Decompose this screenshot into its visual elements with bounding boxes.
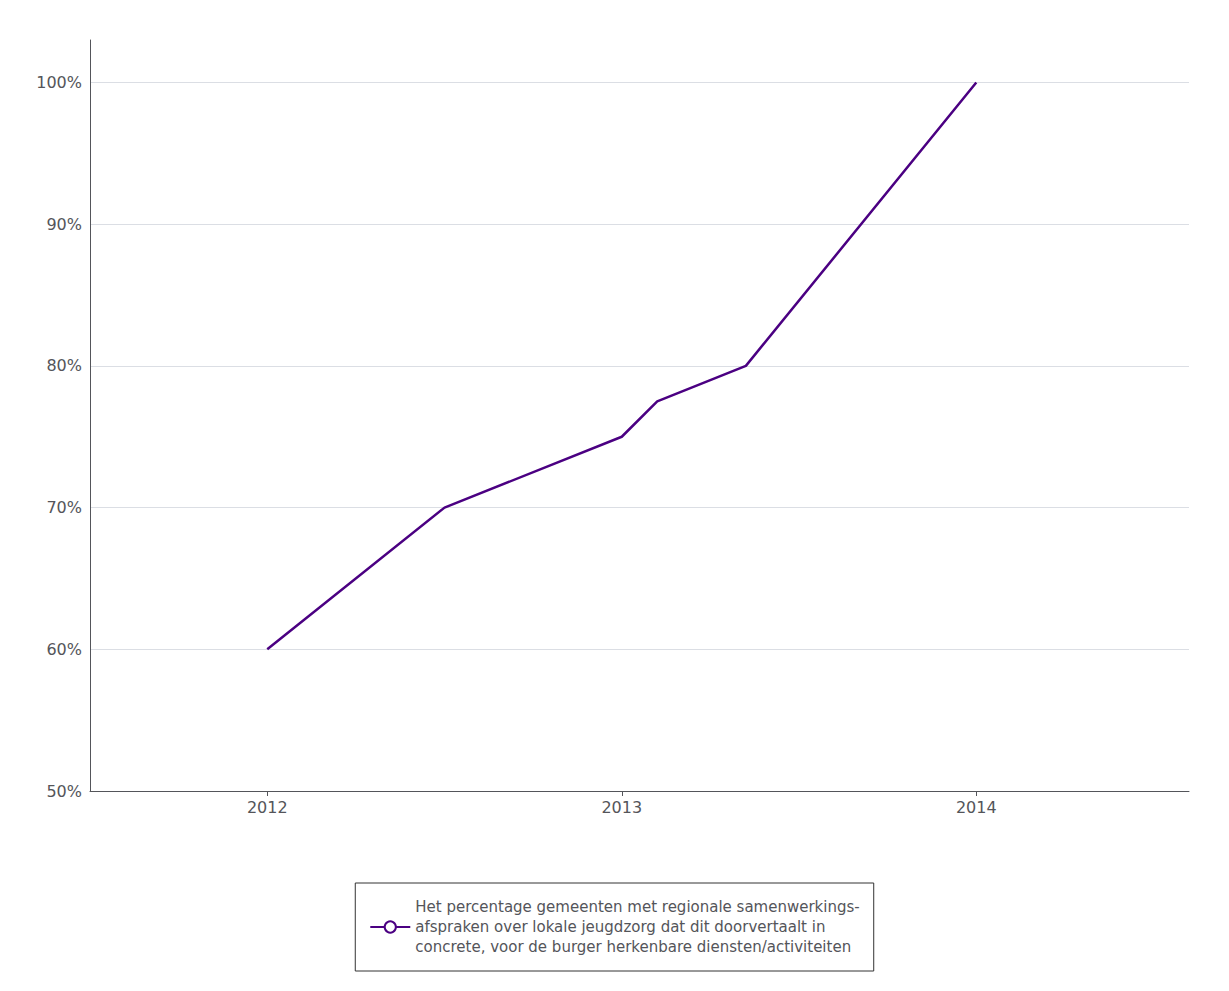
svg-text:80%: 80% bbox=[46, 356, 82, 375]
svg-text:concrete, voor de burger herke: concrete, voor de burger herkenbare dien… bbox=[415, 938, 851, 956]
svg-text:90%: 90% bbox=[46, 215, 82, 234]
svg-text:2014: 2014 bbox=[956, 798, 997, 817]
svg-text:afspraken over lokale jeugdzor: afspraken over lokale jeugdzorg dat dit … bbox=[415, 918, 825, 936]
svg-text:2012: 2012 bbox=[247, 798, 288, 817]
svg-text:100%: 100% bbox=[36, 73, 82, 92]
svg-text:50%: 50% bbox=[46, 782, 82, 801]
svg-text:2013: 2013 bbox=[601, 798, 642, 817]
svg-text:70%: 70% bbox=[46, 498, 82, 517]
svg-text:60%: 60% bbox=[46, 640, 82, 659]
svg-text:Het percentage gemeenten met r: Het percentage gemeenten met regionale s… bbox=[415, 898, 859, 916]
